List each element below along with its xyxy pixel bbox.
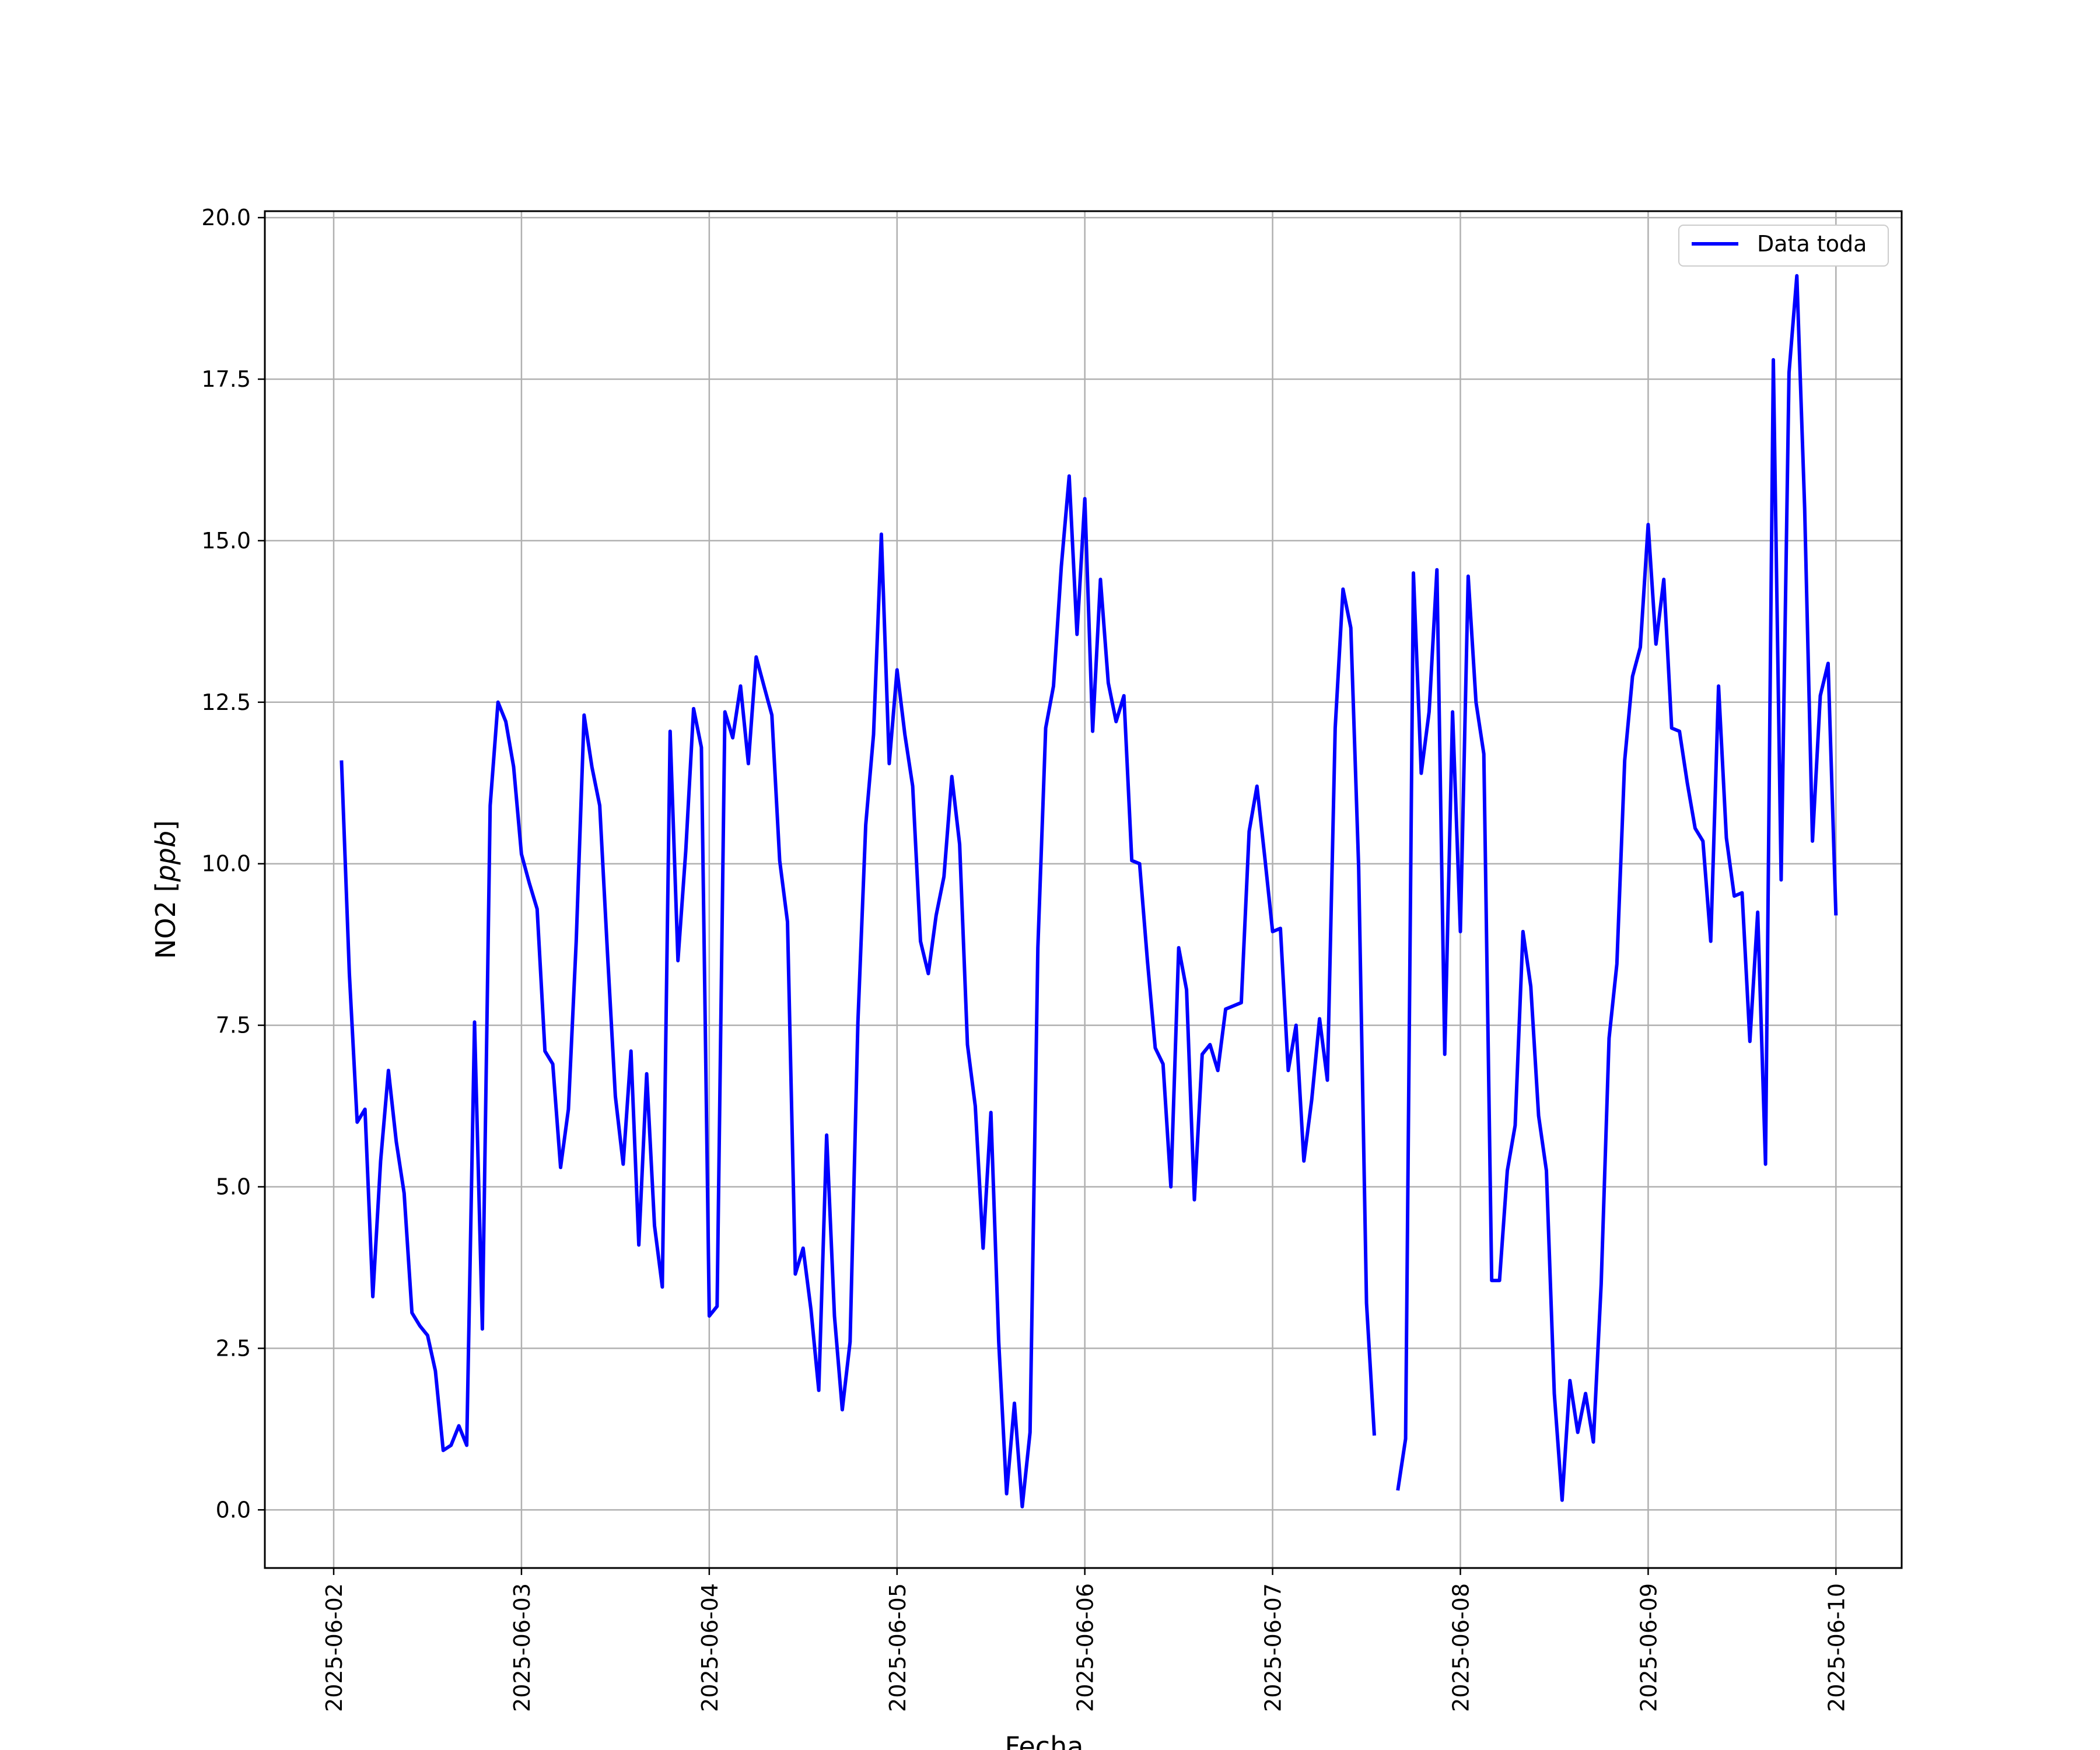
y-axis-label: NO2 [ppb] xyxy=(150,820,181,959)
y-tick-label: 0.0 xyxy=(216,1497,251,1522)
legend-label: Data toda xyxy=(1757,231,1867,257)
x-tick-label: 2025-06-04 xyxy=(697,1583,723,1712)
series-line xyxy=(340,274,1838,1508)
grid xyxy=(265,211,1902,1568)
axis-ticks: 0.0 2.5 5.0 7.5 10.0 12.5 15.0 17.5 20.0 2025-06-… xyxy=(201,205,1849,1712)
plot-area-frame xyxy=(264,210,1903,1569)
y-tick-label: 20.0 xyxy=(201,205,251,230)
x-axis-label: Fecha xyxy=(1005,1731,1084,1750)
series-layer xyxy=(340,274,1838,1508)
x-tick-label: 2025-06-07 xyxy=(1261,1583,1286,1712)
legend-box xyxy=(1678,225,1889,267)
x-tick-label: 2025-06-08 xyxy=(1448,1583,1474,1712)
x-tick-label: 2025-06-02 xyxy=(321,1583,347,1712)
x-tick-label: 2025-06-10 xyxy=(1824,1583,1849,1712)
y-tick-label: 12.5 xyxy=(201,690,251,715)
y-tick-label: 15.0 xyxy=(201,528,251,554)
x-tick-label: 2025-06-06 xyxy=(1073,1583,1098,1712)
y-tick-label: 5.0 xyxy=(216,1174,251,1200)
x-tick-label: 2025-06-09 xyxy=(1636,1583,1661,1712)
y-tick-label: 2.5 xyxy=(216,1335,251,1361)
y-tick-label: 10.0 xyxy=(201,851,251,877)
legend: Data toda xyxy=(1678,225,1889,267)
y-tick-label: 7.5 xyxy=(216,1013,251,1038)
x-tick-label: 2025-06-05 xyxy=(885,1583,911,1712)
y-tick-label: 17.5 xyxy=(201,366,251,392)
x-tick-label: 2025-06-03 xyxy=(509,1583,535,1712)
